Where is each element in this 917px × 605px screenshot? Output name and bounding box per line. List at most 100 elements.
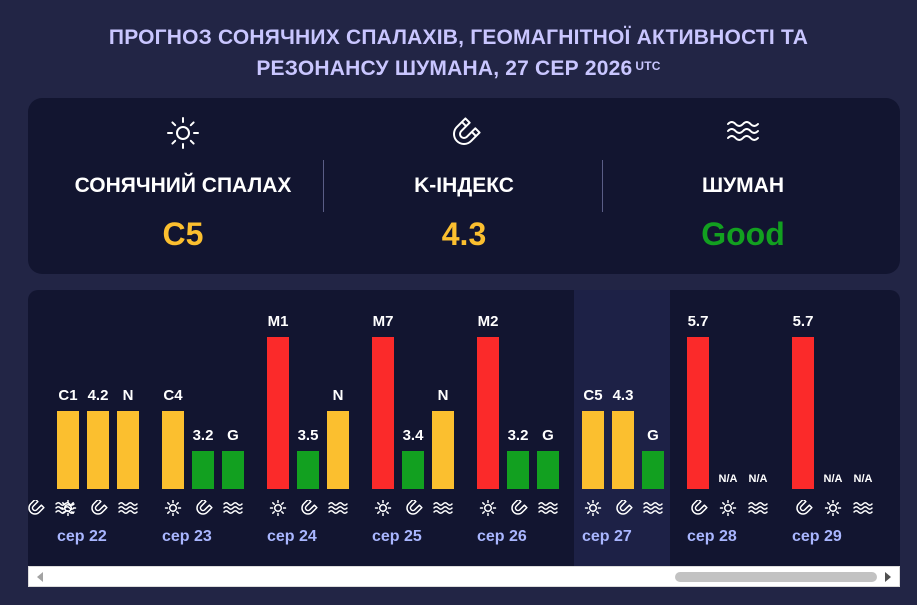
magnet-icon (297, 498, 319, 516)
schumann-bar-label: N/A (853, 473, 873, 485)
magnet-icon (28, 498, 46, 516)
kindex-bar-label: 3.5 (297, 427, 319, 444)
flare-bar-label: N/A (823, 473, 843, 485)
kindex-value: 4.3 (441, 216, 487, 252)
schumann-label: ШУМАН (702, 174, 784, 197)
kindex-bar-label: 4.3 (612, 387, 634, 404)
magnet-icon (612, 498, 634, 516)
flare-bar-label: M2 (477, 313, 499, 330)
kindex-bar (792, 337, 814, 489)
schumann-bar (327, 411, 349, 489)
title-line-2: РЕЗОНАНСУ ШУМАНА, 27 СЕР 2026 UTC (0, 53, 917, 84)
waves-icon (222, 500, 244, 516)
divider (602, 160, 603, 212)
schumann-bar-label: G (227, 427, 239, 444)
sun-icon (372, 499, 394, 517)
scroll-right-arrow-icon[interactable] (885, 572, 891, 582)
sun-icon (717, 499, 739, 517)
sun-icon (582, 499, 604, 517)
magnet-icon (687, 498, 709, 516)
waves-icon (117, 500, 139, 516)
schumann-bar (222, 451, 244, 489)
flare-bar (267, 337, 289, 489)
scrollbar-thumb[interactable] (675, 572, 877, 582)
kindex-bar (297, 451, 319, 489)
waves-icon (852, 500, 874, 516)
day-label: сер 24 (267, 528, 317, 545)
kindex-bar (612, 411, 634, 489)
summary-kindex: K-ІНДЕКС 4.3 (319, 98, 609, 274)
flare-value: C5 (162, 216, 204, 252)
sun-icon (477, 499, 499, 517)
kindex-bar-label: 5.7 (792, 313, 814, 330)
day-label: сер 25 (372, 528, 422, 545)
magnet-icon (507, 498, 529, 516)
schumann-bar (117, 411, 139, 489)
flare-bar-label: M1 (267, 313, 289, 330)
schumann-bar (432, 411, 454, 489)
sun-icon (57, 499, 79, 517)
sun-icon (822, 499, 844, 517)
flare-bar-label: C1 (58, 387, 78, 404)
day-label: сер 26 (477, 528, 527, 545)
kindex-bar (192, 451, 214, 489)
waves-icon (727, 121, 759, 141)
schumann-bar (537, 451, 559, 489)
kindex-bar (507, 451, 529, 489)
waves-icon (747, 500, 769, 516)
day-label: сер 29 (792, 528, 842, 545)
title-line-1: ПРОГНОЗ СОНЯЧНИХ СПАЛАХІВ, ГЕОМАГНІТНОЇ … (108, 26, 809, 49)
flare-bar-label: N/A (718, 473, 738, 485)
flare-bar (372, 337, 394, 489)
magnet-icon (87, 498, 109, 516)
flare-bar-label: C5 (583, 387, 603, 404)
sun-icon (267, 499, 289, 517)
kindex-bar-label: 4.2 (87, 387, 109, 404)
day-label: сер 27 (582, 528, 632, 545)
kindex-bar-label: 3.2 (192, 427, 214, 444)
summary-flare: СОНЯЧНИЙ СПАЛАХ C5 (38, 98, 328, 274)
flare-label: СОНЯЧНИЙ СПАЛАХ (74, 174, 292, 197)
schumann-bar-label: N (122, 387, 134, 404)
day-label: сер 23 (162, 528, 212, 545)
sun-icon (162, 499, 184, 517)
flare-bar (162, 411, 184, 489)
day-label: сер 28 (687, 528, 737, 545)
horizontal-scrollbar[interactable] (28, 566, 900, 587)
flare-bar (477, 337, 499, 489)
waves-icon (432, 500, 454, 516)
schumann-bar-label: N (437, 387, 449, 404)
flare-bar (57, 411, 79, 489)
kindex-label: K-ІНДЕКС (414, 174, 514, 197)
waves-icon (537, 500, 559, 516)
title-line-2-text: РЕЗОНАНСУ ШУМАНА, 27 СЕР 2026 (256, 57, 633, 80)
waves-icon (327, 500, 349, 516)
summary-panel: СОНЯЧНИЙ СПАЛАХ C5 K-ІНДЕКС 4.3 ШУМАН Go… (28, 98, 900, 274)
sun-icon (167, 117, 199, 149)
scroll-left-arrow-icon[interactable] (37, 572, 43, 582)
kindex-bar (687, 337, 709, 489)
kindex-bar (402, 451, 424, 489)
kindex-bar-label: 3.2 (507, 427, 529, 444)
flare-bar-label: C4 (163, 387, 183, 404)
magnet-icon (453, 117, 481, 145)
kindex-bar-label: 5.7 (687, 313, 709, 330)
waves-icon (642, 500, 664, 516)
schumann-bar-label: G (647, 427, 659, 444)
timezone-label: UTC (635, 59, 661, 73)
kindex-bar (87, 411, 109, 489)
schumann-bar-label: N (332, 387, 344, 404)
flare-bar (582, 411, 604, 489)
divider (323, 160, 324, 212)
schumann-bar (642, 451, 664, 489)
kindex-bar-label: 3.4 (402, 427, 424, 444)
magnet-icon (792, 498, 814, 516)
flare-bar-label: M7 (372, 313, 394, 330)
schumann-bar-label: N/A (748, 473, 768, 485)
schumann-bar-label: G (542, 427, 554, 444)
schumann-value: Good (701, 216, 785, 252)
magnet-icon (192, 498, 214, 516)
magnet-icon (402, 498, 424, 516)
summary-schumann: ШУМАН Good (598, 98, 888, 274)
